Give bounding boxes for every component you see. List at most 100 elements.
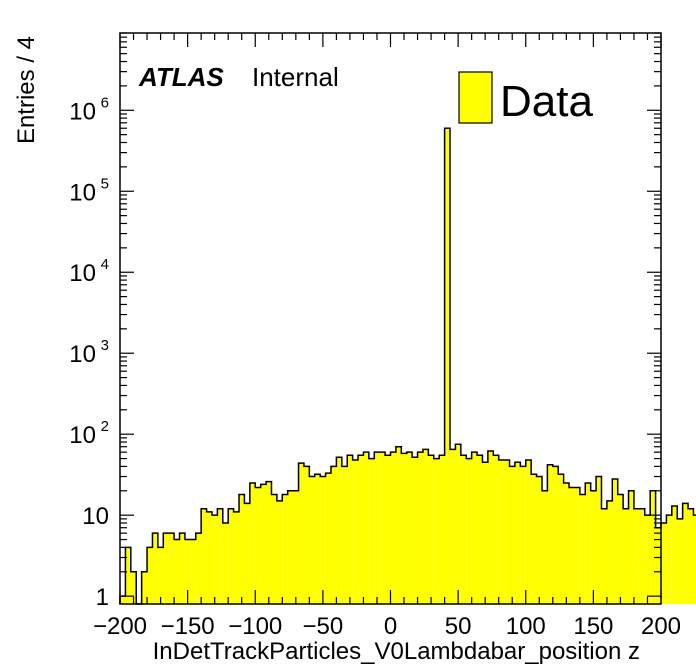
histogram-outline (119, 127, 696, 605)
histogram-bar (163, 533, 169, 604)
histogram-bar (130, 571, 137, 604)
histogram-bar (206, 511, 212, 604)
y-tick-label: 10 (69, 341, 96, 368)
histogram-bar (217, 508, 223, 604)
x-tick-label: 50 (445, 613, 472, 640)
histogram-bar (666, 515, 672, 604)
y-tick-label-exponent: 6 (101, 94, 109, 111)
histogram-bar (374, 452, 380, 604)
legend-label: Data (500, 77, 593, 126)
histogram-bar (633, 508, 640, 604)
histogram-bar (141, 571, 148, 604)
histogram-bar (293, 490, 299, 604)
histogram-bars (120, 128, 696, 604)
histogram-bar (682, 503, 689, 604)
histogram-bar (179, 533, 185, 604)
y-axis-ticks (120, 32, 661, 597)
histogram-bar (450, 449, 456, 604)
histogram-bar (228, 508, 234, 604)
histogram-bar (303, 466, 310, 604)
x-tick-label: −50 (303, 613, 344, 640)
legend-swatch (458, 71, 493, 124)
histogram-bar (579, 494, 586, 604)
histogram-bar (655, 527, 661, 604)
histogram-bar (509, 466, 515, 604)
y-tick-label-exponent: 4 (101, 256, 109, 273)
x-axis-tick-labels: −200 −150 −100 −50 0 50 100 150 200 (93, 613, 681, 640)
y-tick-label: 10 (69, 98, 96, 125)
internal-label: Internal (252, 62, 339, 92)
histogram-bar (336, 457, 342, 604)
histogram-bar (671, 505, 678, 604)
histogram-bar (661, 523, 667, 604)
histogram-bar (612, 478, 618, 604)
histogram-bar (558, 474, 564, 604)
histogram-bar (352, 460, 359, 604)
histogram-bar (314, 474, 321, 604)
histogram-bar (287, 490, 294, 604)
histogram-bar (358, 455, 364, 604)
histogram-bar (487, 451, 494, 604)
histogram-bar (282, 494, 288, 604)
y-axis-tick-labels: 1 10 10 2 10 3 10 4 10 5 10 6 (69, 94, 109, 611)
y-tick-label-exponent: 3 (101, 337, 109, 354)
histogram-bar (585, 482, 591, 604)
legend: Data (458, 71, 593, 126)
histogram-bar (201, 508, 207, 604)
x-axis-title: InDetTrackParticles_V0Lambdabar_position… (153, 638, 640, 665)
histogram-bar (266, 481, 272, 604)
histogram-bar (211, 515, 218, 604)
histogram-bar (222, 523, 229, 604)
x-tick-label: 150 (573, 613, 613, 640)
histogram-bar (504, 460, 510, 604)
y-tick-label: 10 (69, 179, 96, 206)
histogram-bar (574, 487, 580, 604)
histogram-bar (514, 462, 521, 604)
histogram-bar (493, 455, 499, 604)
histogram-bar (433, 458, 440, 604)
histogram-bar (190, 539, 196, 604)
histogram-bar (482, 462, 488, 604)
histogram-bar (417, 452, 423, 604)
histogram-bar (174, 539, 180, 604)
histogram-bar (693, 515, 696, 604)
histogram-bar (569, 487, 575, 604)
y-axis-title: Entries / 4 (13, 36, 40, 144)
histogram-bar (195, 533, 202, 604)
x-axis-ticks (119, 33, 662, 604)
histogram-bar (520, 466, 526, 604)
histogram-bar (276, 500, 283, 604)
histogram-bar (401, 453, 407, 604)
histogram-bar (341, 466, 348, 604)
histogram-bar (617, 494, 624, 604)
histogram-bar (466, 458, 472, 604)
histogram-bar (330, 466, 337, 604)
histogram-bar (363, 452, 369, 604)
histogram-bar (395, 446, 402, 604)
histogram-bar (147, 547, 153, 604)
histogram-bar (623, 508, 629, 604)
histogram-bar (525, 460, 532, 604)
y-tick-label-exponent: 5 (101, 175, 109, 192)
histogram-bar (325, 473, 331, 604)
histogram-bar (541, 490, 548, 604)
histogram-bar (271, 494, 277, 604)
histogram-bar (249, 482, 256, 604)
histogram-bar (563, 482, 570, 604)
histogram-bar (157, 547, 164, 604)
y-tick-label: 10 (69, 260, 96, 287)
histogram-bar (379, 452, 386, 604)
histogram-bar (368, 458, 375, 604)
histogram-bar (260, 484, 267, 604)
histogram-bar (531, 474, 537, 604)
histogram-bar (552, 466, 559, 604)
histogram-bar (444, 128, 451, 604)
y-tick-label: 1 (96, 584, 109, 611)
histogram-bar (239, 494, 245, 604)
histogram-bar (298, 463, 304, 604)
histogram-bar (320, 476, 326, 604)
histogram-bar (233, 511, 240, 604)
histogram-bar (428, 455, 434, 604)
histogram-bar (471, 452, 478, 604)
